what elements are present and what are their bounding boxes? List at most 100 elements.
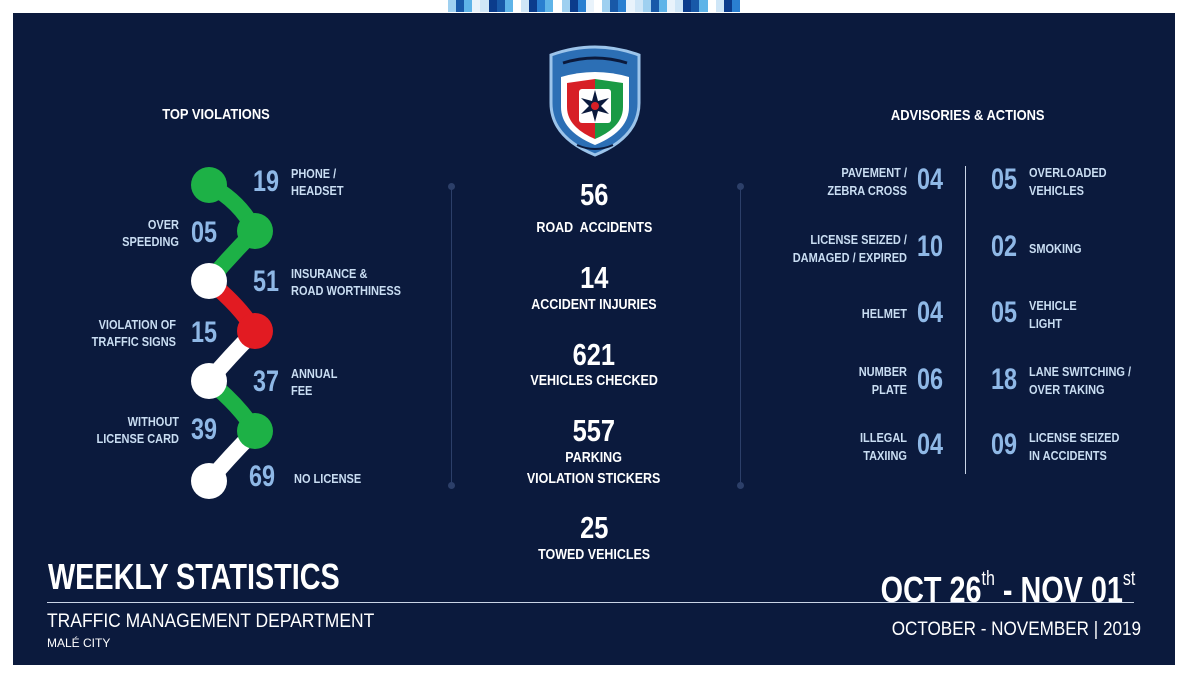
department-name: TRAFFIC MANAGEMENT DEPARTMENT [47, 611, 375, 632]
stripe-segment [731, 0, 740, 12]
stripe-segment [512, 0, 521, 12]
divider-left-dot-top [448, 183, 455, 190]
stripe-segment [650, 0, 659, 12]
advisory-value-illegal-taxiing: 04 [916, 428, 943, 461]
violation-chain-graphic [191, 167, 273, 499]
violation-value-annual-fee: 37 [253, 365, 280, 398]
advisory-value-pavement: 04 [916, 163, 943, 196]
stat-label-accident-injuries: ACCIDENT INJURIES [531, 297, 657, 313]
stripe-segment [520, 0, 530, 12]
stripe-segment [707, 0, 716, 12]
stripe-segment [545, 0, 554, 12]
stripe-segment [472, 0, 481, 12]
divider-advisories [965, 166, 966, 474]
stat-value-road-accidents: 56 [579, 177, 609, 212]
advisories-title: ADVISORIES & ACTIONS [890, 107, 1045, 124]
police-shield-logo-icon [549, 45, 641, 157]
top-color-stripe [448, 0, 740, 12]
stripe-segment [642, 0, 651, 12]
stripe-segment [602, 0, 611, 12]
advisory-label-license-seized: LICENSE SEIZED / DAMAGED / EXPIRED [792, 233, 907, 265]
stripe-segment [658, 0, 667, 12]
stripe-segment [683, 0, 692, 12]
violation-value-license-card: 39 [190, 413, 217, 446]
stripe-segment [593, 0, 603, 12]
advisory-label-lane-switching: LANE SWITCHING / OVER TAKING [1029, 365, 1132, 397]
stripe-segment [504, 0, 513, 12]
stripe-segment [488, 0, 497, 12]
stat-label-vehicles-checked: VEHICLES CHECKED [530, 373, 658, 389]
violation-value-speeding: 05 [190, 216, 217, 249]
stripe-segment [456, 0, 465, 12]
violation-label-no-license: NO LICENSE [294, 472, 362, 486]
stripe-segment [561, 0, 570, 12]
advisory-label-number-plate: NUMBER PLATE [858, 365, 907, 397]
date-end: NOV 01 [1020, 569, 1123, 610]
stripe-segment [715, 0, 724, 12]
date-separator: - [994, 569, 1021, 610]
stripe-segment [496, 0, 505, 12]
advisory-value-seized-accidents: 09 [991, 428, 1018, 461]
stripe-segment [618, 0, 627, 12]
violation-value-insurance: 51 [253, 265, 280, 298]
divider-left [451, 187, 452, 485]
violation-label-license-card: WITHOUT LICENSE CARD [96, 415, 179, 446]
stat-value-accident-injuries: 14 [579, 260, 609, 295]
weekly-statistics-title: WEEKLY STATISTICS [48, 556, 340, 597]
stripe-segment [626, 0, 635, 12]
footer-rule [47, 602, 1134, 603]
stripe-segment [577, 0, 586, 12]
advisory-label-helmet: HELMET [861, 307, 907, 321]
stat-value-parking-stickers: 557 [572, 413, 616, 448]
stripe-segment [675, 0, 684, 12]
stripe-segment [723, 0, 732, 12]
advisory-label-pavement: PAVEMENT / ZEBRA CROSS [827, 166, 907, 198]
violation-label-phone: PHONE / HEADSET [291, 167, 344, 198]
date-end-suffix: st [1122, 568, 1135, 590]
divider-center-right [740, 187, 741, 485]
advisory-value-helmet: 04 [916, 296, 943, 329]
date-start: OCT 26 [880, 569, 982, 610]
violation-label-insurance: INSURANCE & ROAD WORTHINESS [291, 267, 401, 298]
advisory-label-illegal-taxiing: ILLEGAL TAXIING [859, 431, 907, 463]
stripe-segment [464, 0, 473, 12]
stats-panel: TOP VIOLATIONS ADVISORIES & ACTIONS 19 P… [13, 13, 1175, 665]
advisory-value-lane-switching: 18 [991, 363, 1018, 396]
advisory-value-number-plate: 06 [916, 363, 943, 396]
advisory-label-smoking: SMOKING [1029, 242, 1082, 256]
stat-value-vehicles-checked: 621 [572, 337, 616, 372]
advisory-value-vehicle-light: 05 [991, 296, 1018, 329]
stat-label-parking-stickers: PARKING VIOLATION STICKERS [527, 450, 661, 487]
advisory-label-vehicle-light: VEHICLE LIGHT [1029, 299, 1077, 331]
stripe-segment [634, 0, 643, 12]
divider-right-dot-top [737, 183, 744, 190]
date-range: OCT 26th - NOV 01st [880, 568, 1135, 611]
violation-value-traffic-signs: 15 [190, 316, 217, 349]
stat-value-towed-vehicles: 25 [579, 510, 609, 545]
months-year: OCTOBER - NOVEMBER | 2019 [891, 619, 1141, 640]
violation-label-speeding: OVER SPEEDING [122, 218, 179, 249]
advisory-value-overloaded: 05 [991, 163, 1018, 196]
advisory-label-seized-accidents: LICENSE SEIZED IN ACCIDENTS [1029, 431, 1120, 463]
stripe-segment [610, 0, 619, 12]
date-start-suffix: th [981, 568, 995, 590]
advisory-value-smoking: 02 [991, 230, 1018, 263]
violation-label-annual-fee: ANNUAL FEE [291, 367, 338, 398]
stripe-segment [448, 0, 457, 12]
advisory-value-license-seized: 10 [916, 230, 943, 263]
stripe-segment [569, 0, 578, 12]
violation-value-no-license: 69 [249, 460, 276, 493]
stripe-segment [480, 0, 489, 12]
violation-label-traffic-signs: VIOLATION OF TRAFFIC SIGNS [91, 318, 176, 349]
top-violations-title: TOP VIOLATIONS [162, 106, 270, 123]
advisory-label-overloaded: OVERLOADED VEHICLES [1029, 166, 1107, 198]
stat-label-towed-vehicles: TOWED VEHICLES [537, 547, 651, 563]
divider-left-dot-bottom [448, 482, 455, 489]
stripe-segment [585, 0, 594, 12]
stripe-segment [553, 0, 562, 12]
divider-right-dot-bottom [737, 482, 744, 489]
stripe-segment [699, 0, 708, 12]
stripe-segment [666, 0, 676, 12]
stripe-segment [529, 0, 538, 12]
city-name: MALÉ CITY [47, 636, 111, 650]
